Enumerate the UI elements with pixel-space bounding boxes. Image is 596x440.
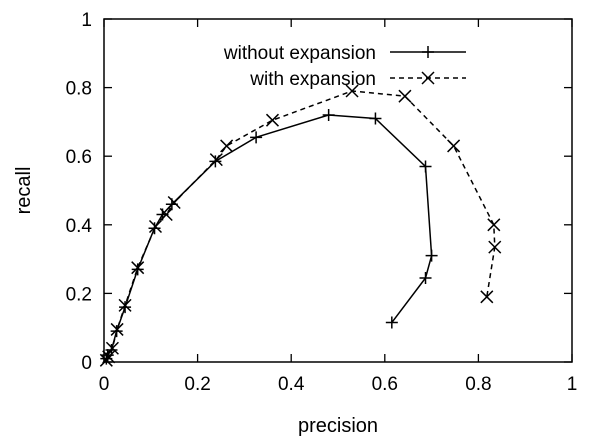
x-tick-label: 1 [567, 374, 578, 395]
legend-label: with expansion [249, 69, 376, 90]
series-without-expansion [100, 109, 438, 365]
y-tick-label: 0.4 [66, 216, 93, 237]
plot-frame-layer [103, 18, 573, 363]
plot-frame [103, 18, 573, 363]
plus-marker [425, 249, 438, 262]
plus-marker [419, 271, 432, 284]
cross-marker [118, 298, 132, 312]
x-tick-label: 0.8 [465, 374, 491, 395]
plus-marker [131, 263, 144, 276]
cross-marker [421, 71, 435, 85]
y-tick-label: 0.6 [66, 147, 92, 168]
cross-marker [487, 218, 501, 232]
plus-marker [369, 112, 382, 125]
plus-marker [422, 46, 434, 58]
cross-marker [131, 261, 145, 275]
cross-marker [488, 240, 502, 254]
cross-marker [447, 139, 461, 153]
cross-marker [480, 290, 494, 304]
y-tick-label: 0.2 [66, 284, 92, 305]
cross-marker [398, 89, 412, 103]
series-line [105, 114, 433, 359]
x-tick-label: 0.2 [184, 374, 210, 395]
x-tick-label: 0.6 [372, 374, 398, 395]
plus-marker [419, 160, 432, 173]
cross-marker [99, 353, 113, 367]
y-axis-title: recall [13, 167, 35, 215]
x-tick-label: 0.4 [278, 374, 305, 395]
tick-layer: 0 0.2 0.4 0.6 0.8 1 0 0.2 0.4 0.6 0.8 1 [66, 10, 578, 395]
cross-marker [167, 195, 181, 210]
cross-marker [159, 207, 173, 222]
y-tick-label: 0.8 [66, 79, 92, 100]
cross-marker [265, 113, 280, 127]
y-tick-label: 1 [81, 10, 92, 31]
plus-marker [250, 131, 263, 144]
series-line [105, 90, 496, 361]
y-tick-label: 0 [81, 353, 92, 374]
series-layer [99, 84, 502, 367]
cross-marker [110, 322, 124, 336]
legend: without expansion with expansion [223, 43, 466, 90]
cross-marker [209, 153, 223, 167]
cross-marker [105, 341, 119, 355]
cross-marker [220, 139, 234, 153]
series-with-expansion [99, 84, 502, 367]
cross-marker [345, 84, 359, 98]
legend-label: without expansion [223, 43, 376, 64]
cross-marker [102, 350, 116, 364]
plus-marker [322, 109, 335, 122]
plus-marker [385, 316, 398, 329]
x-axis-title: precision [298, 415, 378, 437]
cross-marker [148, 219, 163, 234]
x-tick-label: 0 [99, 374, 110, 395]
